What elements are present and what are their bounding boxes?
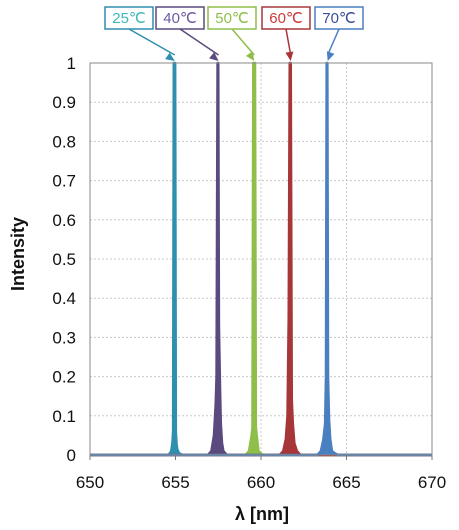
temperature-label-box-2 [207,6,257,30]
axes: 0 0.1 0.2 0.3 0.4 0.5 0.6 0.7 0.8 0.9 1 650 655 660 66… [52,54,446,492]
label-arrow-0 [128,28,176,56]
temperature-label-box-4 [314,6,364,30]
x-tick-label: 670 [418,473,446,492]
x-tick-label: 665 [332,473,360,492]
temperature-label-2: 50℃ [215,10,249,27]
x-axis-title: λ [nm] [235,504,289,524]
x-tick-label: 655 [161,473,189,492]
y-tick-label: 0 [67,446,76,465]
temperature-labels: 25℃ 40℃ 50℃ 60℃ 70℃ [104,6,364,61]
temperature-label-box-0 [104,6,154,30]
grid [89,62,433,456]
label-arrow-4 [326,28,340,56]
y-tick-label: 0.2 [52,368,76,387]
label-arrowhead-4 [326,51,335,61]
y-axis-title: Intensity [8,217,28,291]
y-tick-label: 1 [67,54,76,73]
y-tick-label: 0.5 [52,250,76,269]
label-arrowhead-2 [245,51,255,61]
temperature-label-4: 70℃ [322,10,356,27]
label-arrowhead-3 [285,51,294,61]
label-arrow-3 [285,28,292,56]
plot-frame [89,62,433,456]
y-tick-label: 0.3 [52,328,76,347]
label-arrow-1 [179,28,219,56]
y-tick-label: 0.4 [52,289,76,308]
y-tick-label: 0.1 [52,407,76,426]
label-arrowhead-0 [165,52,175,61]
temperature-label-0: 25℃ [112,10,146,27]
y-tick-label: 0.7 [52,172,76,191]
x-tick-label: 650 [76,473,104,492]
label-arrowhead-1 [209,52,219,61]
temperature-label-box-1 [155,6,205,30]
label-arrow-2 [231,28,255,56]
temperature-label-3: 60℃ [269,10,303,27]
y-tick-label: 0.8 [52,132,76,151]
temperature-label-1: 40℃ [163,10,197,27]
x-tick-label: 660 [247,473,275,492]
temperature-label-box-3 [261,6,311,30]
y-tick-label: 0.9 [52,93,76,112]
y-tick-label: 0.6 [52,211,76,230]
